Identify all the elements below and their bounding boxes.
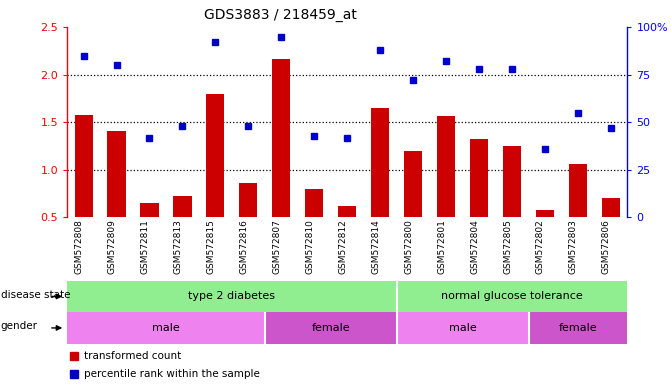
- Text: gender: gender: [1, 321, 38, 331]
- Bar: [67, 281, 397, 312]
- Text: disease state: disease state: [1, 290, 70, 300]
- Text: GSM572806: GSM572806: [602, 219, 611, 274]
- Bar: [503, 146, 521, 217]
- Bar: [240, 183, 258, 217]
- Bar: [107, 131, 125, 217]
- Bar: [338, 206, 356, 217]
- Bar: [272, 59, 291, 217]
- Bar: [173, 197, 191, 217]
- Text: GSM572802: GSM572802: [536, 219, 545, 274]
- Bar: [371, 108, 389, 217]
- Text: GSM572805: GSM572805: [503, 219, 512, 274]
- Text: GSM572803: GSM572803: [569, 219, 578, 274]
- Text: male: male: [449, 323, 476, 333]
- Bar: [602, 199, 620, 217]
- Bar: [397, 312, 529, 344]
- Text: normal glucose tolerance: normal glucose tolerance: [441, 291, 583, 301]
- Text: GSM572812: GSM572812: [338, 219, 348, 274]
- Bar: [569, 164, 587, 217]
- Bar: [437, 116, 455, 217]
- Text: GSM572811: GSM572811: [140, 219, 150, 274]
- Text: male: male: [152, 323, 180, 333]
- Text: percentile rank within the sample: percentile rank within the sample: [84, 369, 260, 379]
- Text: GSM572801: GSM572801: [437, 219, 446, 274]
- Bar: [397, 281, 627, 312]
- Bar: [140, 203, 158, 217]
- Text: GSM572816: GSM572816: [240, 219, 248, 274]
- Bar: [67, 312, 265, 344]
- Bar: [536, 210, 554, 217]
- Text: GSM572813: GSM572813: [173, 219, 183, 274]
- Text: type 2 diabetes: type 2 diabetes: [189, 291, 275, 301]
- Text: GSM572804: GSM572804: [470, 219, 479, 274]
- Text: female: female: [559, 323, 597, 333]
- Bar: [305, 189, 323, 217]
- Bar: [470, 139, 488, 217]
- Bar: [207, 94, 225, 217]
- Text: GSM572807: GSM572807: [272, 219, 281, 274]
- Bar: [529, 312, 627, 344]
- Bar: [265, 312, 397, 344]
- Text: GSM572815: GSM572815: [207, 219, 215, 274]
- Text: female: female: [311, 323, 350, 333]
- Text: GSM572814: GSM572814: [371, 219, 380, 274]
- Bar: [74, 115, 93, 217]
- Text: GDS3883 / 218459_at: GDS3883 / 218459_at: [203, 8, 356, 22]
- Text: GSM572809: GSM572809: [107, 219, 117, 274]
- Text: GSM572810: GSM572810: [305, 219, 314, 274]
- Text: transformed count: transformed count: [84, 351, 180, 361]
- Bar: [404, 151, 422, 217]
- Text: GSM572800: GSM572800: [404, 219, 413, 274]
- Text: GSM572808: GSM572808: [74, 219, 84, 274]
